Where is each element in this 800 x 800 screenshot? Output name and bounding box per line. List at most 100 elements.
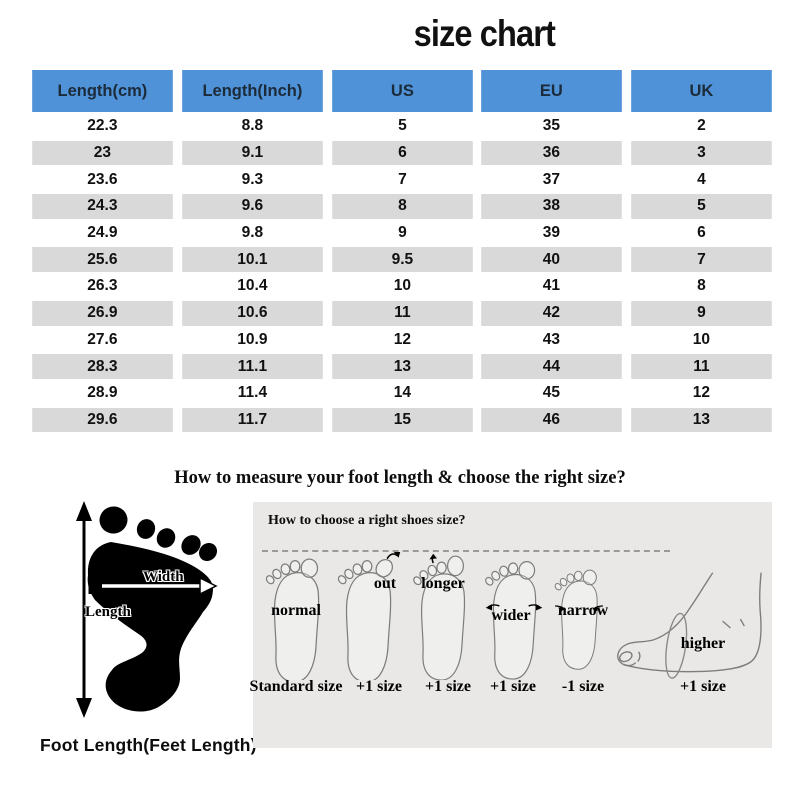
table-row: 24.3 9.6 8 38 5 xyxy=(30,194,774,219)
size-label-longer: +1 size xyxy=(425,678,471,695)
length-arrow-icon xyxy=(76,501,92,718)
table-cell: 22.3 xyxy=(87,117,118,135)
table-cell: 4 xyxy=(697,170,706,188)
table-cell: 5 xyxy=(397,117,407,135)
table-header-row: Length(cm) Length(Inch) US EU UK xyxy=(30,70,774,112)
table-cell: 37 xyxy=(543,170,561,188)
table-cell: 28.9 xyxy=(87,384,118,402)
header-cell: EU xyxy=(481,70,623,112)
width-arrow-icon xyxy=(88,576,218,596)
table-cell: 9.3 xyxy=(241,170,263,188)
foot-figure-longer xyxy=(410,552,475,680)
table-cell: 9.8 xyxy=(241,224,263,242)
page-title: size chart xyxy=(413,13,556,54)
table-cell: 29.6 xyxy=(32,407,173,433)
table-cell: 11 xyxy=(631,354,772,379)
table-cell: 26.3 xyxy=(87,277,118,295)
table-cell: 39 xyxy=(543,224,561,242)
table-cell: 25.6 xyxy=(32,247,173,273)
table-row: 26.9 10.6 11 42 9 xyxy=(30,300,774,326)
table-cell: 40 xyxy=(481,247,623,273)
table-cell: 9.1 xyxy=(181,140,323,166)
choose-size-panel: How to choose a right shoes size? xyxy=(249,502,772,748)
foot-figure-narrow xyxy=(552,552,606,680)
table-cell: 9.6 xyxy=(181,194,323,219)
table-row: 28.9 11.4 14 45 12 xyxy=(30,381,774,406)
table-cell: 11.1 xyxy=(181,354,323,379)
size-label-out: +1 size xyxy=(356,678,402,695)
table-cell: 46 xyxy=(481,407,623,433)
table-cell: 6 xyxy=(331,140,473,166)
foot-figure-normal xyxy=(260,552,332,680)
header-cell: UK xyxy=(631,70,772,112)
table-cell: 8 xyxy=(697,277,706,295)
table-cell: 27.6 xyxy=(87,330,118,348)
header-cell: Length(cm) xyxy=(32,70,173,112)
panel-heading: How to choose a right shoes size? xyxy=(268,513,466,528)
table-cell: 9.5 xyxy=(331,247,473,273)
footprint-measure-diagram xyxy=(76,501,218,718)
table-cell: 10.9 xyxy=(237,330,268,348)
table-cell: 11.7 xyxy=(181,407,323,433)
width-label: Width xyxy=(143,569,184,585)
foot-outline-icon xyxy=(413,553,466,680)
size-label-higher: +1 size xyxy=(680,678,726,695)
table-cell: 5 xyxy=(631,194,772,219)
table-cell: 7 xyxy=(397,170,407,188)
table-cell: 10.1 xyxy=(181,247,323,273)
table-cell: 43 xyxy=(543,330,561,348)
table-cell: 12 xyxy=(393,330,411,348)
foot-length-caption: Foot Length(Feet Length) xyxy=(40,735,257,755)
table-cell: 9 xyxy=(397,224,407,242)
table-cell: 6 xyxy=(697,224,706,242)
table-cell: 42 xyxy=(481,300,623,326)
table-row: 26.3 10.4 10 41 8 xyxy=(30,274,774,299)
table-cell: 3 xyxy=(631,140,772,166)
table-cell: 10 xyxy=(393,277,411,295)
table-cell: 14 xyxy=(393,384,411,402)
table-cell: 13 xyxy=(331,354,473,379)
size-label-narrow: -1 size xyxy=(561,678,605,695)
table-cell: 38 xyxy=(481,194,623,219)
table-cell: 36 xyxy=(481,140,623,166)
table-row: 24.9 9.8 9 39 6 xyxy=(30,221,774,246)
out-arrow-icon xyxy=(386,552,401,560)
longer-arrow-icon xyxy=(429,553,437,564)
table-cell: 26.9 xyxy=(32,300,173,326)
foot-label-longer: longer xyxy=(421,575,465,592)
table-cell: 10 xyxy=(692,330,711,348)
table-cell: 45 xyxy=(543,384,561,402)
wider-arrows-icon xyxy=(485,604,543,611)
table-cell: 23.6 xyxy=(87,170,118,188)
table-row: 23 9.1 6 36 3 xyxy=(30,140,774,166)
table-cell: 10.6 xyxy=(181,300,323,326)
table-cell: 15 xyxy=(331,407,473,433)
size-label-standard: Standard size xyxy=(249,678,343,695)
side-foot-icon xyxy=(617,572,762,679)
foot-outline-icon xyxy=(265,558,320,680)
foot-figure-out xyxy=(334,552,402,680)
foot-outline-icon xyxy=(337,552,401,680)
measure-section-heading: How to measure your foot length & choose… xyxy=(174,468,626,488)
table-cell: 28.3 xyxy=(32,354,173,379)
foot-outline-icon xyxy=(485,561,543,680)
table-cell: 2 xyxy=(697,117,706,135)
table-row: 28.3 11.1 13 44 11 xyxy=(30,354,774,379)
header-cell: Length(Inch) xyxy=(181,70,323,112)
table-row: 22.3 8.8 5 35 2 xyxy=(30,114,774,139)
table-cell: 8.8 xyxy=(241,117,263,135)
foot-outline-icon xyxy=(554,569,603,670)
table-cell: 7 xyxy=(631,247,772,273)
size-label-wider: +1 size xyxy=(490,678,536,695)
table-cell: 11 xyxy=(331,300,473,326)
table-row: 29.6 11.7 15 46 13 xyxy=(30,407,774,433)
foot-label-normal: normal xyxy=(271,602,321,619)
table-row: 25.6 10.1 9.5 40 7 xyxy=(30,247,774,273)
table-cell: 9 xyxy=(631,300,772,326)
foot-label-wider: wider xyxy=(491,607,531,624)
length-label: Length xyxy=(85,604,131,620)
foot-label-out: out xyxy=(373,575,397,592)
table-cell: 11.4 xyxy=(237,384,267,402)
table-row: 23.6 9.3 7 37 4 xyxy=(30,167,774,192)
